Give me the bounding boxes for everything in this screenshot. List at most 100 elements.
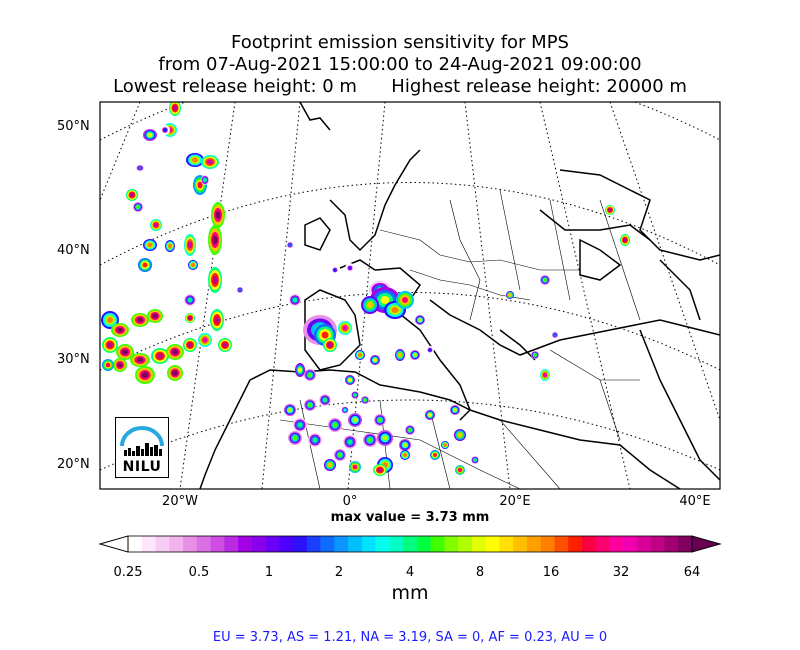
footprint-patch <box>292 435 298 441</box>
footprint-patch <box>608 208 612 212</box>
footprint-patch <box>373 358 377 362</box>
title-line-2: from 07-Aug-2021 15:00:00 to 24-Aug-2021… <box>158 54 642 75</box>
footprint-patch <box>327 342 333 348</box>
lat-label-40n: 40°N <box>57 243 90 258</box>
colorbar-swatch <box>444 536 459 552</box>
footprint-patch <box>307 372 313 378</box>
footprint-patch <box>391 307 399 313</box>
footprint-patch <box>473 458 477 462</box>
footprint-patch <box>187 241 193 249</box>
colorbar-swatch <box>196 536 211 552</box>
footprint-patch <box>136 357 144 363</box>
title-line-3: Lowest release height: 0 m Highest relea… <box>113 76 687 97</box>
region-summary: EU = 3.73, AS = 1.21, NA = 3.19, SA = 0,… <box>212 630 608 645</box>
colorbar-tick-label: 1 <box>264 565 274 580</box>
footprint-patch <box>418 318 422 322</box>
nilu-logo-mark <box>120 426 164 456</box>
colorbar-swatch <box>389 536 404 552</box>
footprint-patch <box>298 367 302 373</box>
footprint-patch <box>380 296 390 304</box>
colorbar-swatch <box>183 536 198 552</box>
colorbar-swatch <box>279 536 294 552</box>
footprint-patch <box>138 166 142 170</box>
colorbar-tick-label: 0.5 <box>188 565 210 580</box>
map-content <box>100 102 720 489</box>
colorbar-tick-label: 16 <box>542 565 560 580</box>
footprint-patch <box>402 297 408 303</box>
footprint-patch <box>398 352 402 358</box>
footprint-patch <box>342 325 348 331</box>
footprint-patch <box>443 443 447 447</box>
footprint-patch <box>453 408 457 412</box>
colorbar-swatch <box>265 536 280 552</box>
footprint-patch <box>358 353 362 357</box>
footprint-patch <box>337 452 343 458</box>
footprint-patch <box>458 468 462 472</box>
colorbar-swatch <box>210 536 225 552</box>
footprint-patch <box>287 407 293 413</box>
footprint-patch <box>142 262 148 268</box>
colorbar-swatch <box>595 536 610 552</box>
footprint-patch <box>327 462 333 468</box>
lat-label-30n: 30°N <box>57 352 90 367</box>
colorbar-swatch <box>664 536 679 552</box>
footprint-patch <box>312 437 318 443</box>
footprint-patch <box>153 222 159 228</box>
footprint-patch <box>553 333 557 337</box>
footprint-patch <box>207 159 213 165</box>
colorbar-swatch <box>348 536 363 552</box>
footprint-patch <box>428 348 432 352</box>
colorbar-min-arrow <box>98 535 129 553</box>
footprint-patch <box>163 128 167 132</box>
footprint-patch <box>122 349 128 355</box>
footprint-patch <box>117 362 123 368</box>
footprint-patch <box>188 316 192 320</box>
footprint-patch <box>363 398 367 402</box>
colorbar-swatch <box>320 536 335 552</box>
colorbar-swatch <box>581 536 597 552</box>
footprint-patch <box>413 353 417 357</box>
footprint-patch <box>543 278 547 282</box>
footprint-patch <box>508 293 512 297</box>
footprint-patch <box>202 337 208 343</box>
footprint-patch <box>297 422 303 428</box>
colorbar-swatch <box>251 536 266 552</box>
footprint-patch <box>172 370 178 376</box>
footprint-patch <box>367 302 373 308</box>
footprint-patch <box>321 331 329 339</box>
colorbar-swatch <box>609 536 624 552</box>
colorbar-swatch <box>650 536 665 552</box>
footprint-patch <box>403 453 407 457</box>
footprint-patch <box>172 105 178 111</box>
colorbar-swatch <box>636 536 652 552</box>
lon-label-0: 0° <box>342 494 358 509</box>
colorbar-swatch <box>375 536 390 552</box>
footprint-patch <box>141 372 149 378</box>
footprint-patch <box>353 393 357 397</box>
footprint-patch <box>197 181 203 189</box>
footprint-patch <box>117 327 123 333</box>
footprint-patch <box>168 243 172 249</box>
colorbar-swatch <box>471 536 486 552</box>
footprint-patch <box>187 342 193 348</box>
footprint-patch <box>377 467 383 473</box>
lon-label-20w: 20°W <box>162 494 198 509</box>
country-borders <box>279 189 641 489</box>
footprint-patch <box>152 313 158 319</box>
colorbar-swatch <box>430 536 445 552</box>
colorbar-swatch <box>678 536 693 552</box>
map-frame <box>99 101 721 490</box>
title-line-1: Footprint emission sensitivity for MPS <box>231 32 569 53</box>
footprint-patch <box>333 268 337 272</box>
colorbar-swatch <box>403 536 418 552</box>
colorbar-swatch <box>540 536 555 552</box>
colorbar-swatch <box>458 536 473 552</box>
colorbar-tick-label: 64 <box>683 565 701 580</box>
footprint-patch <box>187 297 193 303</box>
footprint-patch <box>332 422 338 428</box>
colorbar-swatch <box>128 536 143 552</box>
colorbar-swatch <box>554 536 569 552</box>
footprint-patch <box>147 132 153 138</box>
footprint-patch <box>215 211 221 219</box>
